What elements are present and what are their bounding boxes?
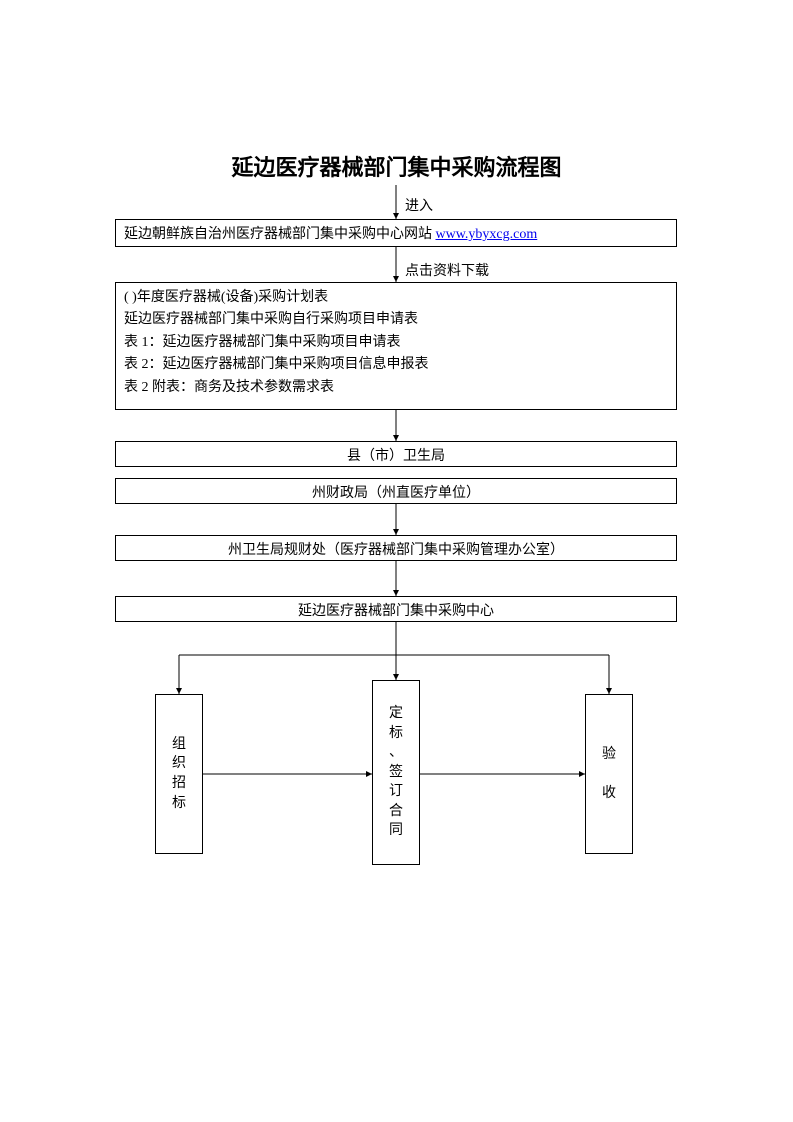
vchar: 定: [389, 704, 403, 724]
vchar: 订: [389, 782, 403, 802]
vchar: 签: [389, 763, 403, 783]
node-sign: 定标、签订合同: [372, 680, 420, 865]
node-county: 县（市）卫生局: [115, 441, 677, 467]
docs-line: 表 2：延边医疗器械部门集中采购项目信息申报表: [124, 354, 668, 376]
node-docs: ( )年度医疗器械(设备)采购计划表延边医疗器械部门集中采购自行采购项目申请表表…: [115, 282, 677, 410]
node-website: 延边朝鲜族自治州医疗器械部门集中采购中心网站 www.ybyxcg.com: [115, 219, 677, 247]
label-click-download: 点击资料下载: [405, 260, 489, 280]
node-website-text: 延边朝鲜族自治州医疗器械部门集中采购中心网站: [124, 227, 436, 242]
docs-line: ( )年度医疗器械(设备)采购计划表: [124, 287, 668, 309]
vchar: 收: [602, 784, 616, 804]
label-enter: 进入: [405, 195, 433, 215]
vchar: 合: [389, 802, 403, 822]
vchar: 同: [389, 821, 403, 841]
page-title: 延边医疗器械部门集中采购流程图: [0, 150, 793, 182]
vchar: 织: [172, 754, 186, 774]
website-link[interactable]: www.ybyxcg.com: [436, 227, 538, 242]
vchar: 组: [172, 735, 186, 755]
node-org-bid: 组织招标: [155, 694, 203, 854]
vchar: [607, 764, 611, 784]
node-accept: 验 收: [585, 694, 633, 854]
node-zhou-health: 州卫生局规财处（医疗器械部门集中采购管理办公室）: [115, 535, 677, 561]
node-zhou-finance: 州财政局（州直医疗单位）: [115, 478, 677, 504]
vchar: 标: [172, 794, 186, 814]
vchar: 验: [602, 745, 616, 765]
vchar: 、: [389, 743, 403, 763]
docs-line: 表 1：延边医疗器械部门集中采购项目申请表: [124, 332, 668, 354]
node-center: 延边医疗器械部门集中采购中心: [115, 596, 677, 622]
vchar: 标: [389, 724, 403, 744]
vchar: 招: [172, 774, 186, 794]
docs-line: 表 2 附表：商务及技术参数需求表: [124, 377, 668, 399]
docs-line: 延边医疗器械部门集中采购自行采购项目申请表: [124, 309, 668, 331]
